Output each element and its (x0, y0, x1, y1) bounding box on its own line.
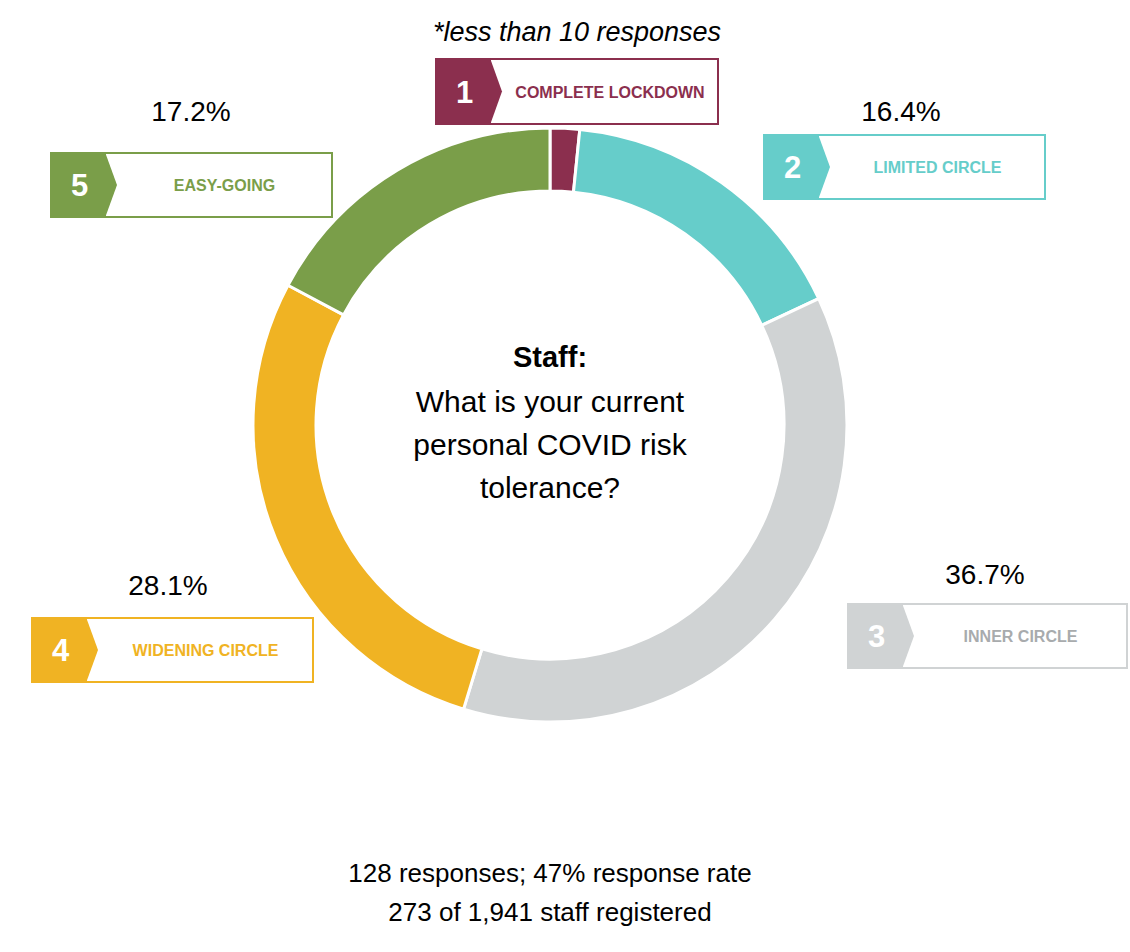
label-outline (490, 59, 718, 124)
label-outline (818, 135, 1045, 199)
subtitle-line: personal COVID risk (413, 428, 687, 461)
subtitle-line: What is your current (416, 385, 685, 418)
label-chevron (847, 603, 914, 669)
label-chevron (50, 152, 117, 218)
chart: Staff: What is your current personal COVID… (0, 0, 1130, 952)
label-outline (105, 153, 332, 217)
label-outline (86, 618, 313, 682)
label-chevron (763, 134, 830, 200)
data-label: 28.1% (128, 570, 207, 601)
label-number: 3 (868, 619, 885, 654)
label-number: 4 (52, 633, 70, 668)
subtitle-line: tolerance? (480, 471, 620, 504)
category-label: COMPLETE LOCKDOWN (515, 84, 704, 101)
footnote: 273 of 1,941 staff registered (388, 897, 711, 927)
label-box: 5 EASY-GOING (50, 152, 332, 218)
category-label: LIMITED CIRCLE (874, 159, 1002, 176)
footnote: 128 responses; 47% response rate (348, 858, 751, 888)
label-box: 3 INNER CIRCLE (847, 603, 1127, 669)
label-box: 2 LIMITED CIRCLE (763, 134, 1045, 200)
data-label: 17.2% (151, 96, 230, 127)
label-chevron (31, 617, 98, 683)
slices (253, 128, 847, 722)
label-chevron (435, 58, 502, 125)
label-number: 1 (456, 75, 473, 110)
category-label: INNER CIRCLE (964, 628, 1078, 645)
slice (464, 299, 847, 722)
category-label: WIDENING CIRCLE (133, 642, 279, 659)
label-outline (902, 604, 1127, 668)
annotation: *less than 10 responses (433, 17, 721, 47)
label-number: 5 (71, 168, 88, 203)
category-label: EASY-GOING (174, 177, 275, 194)
label-number: 2 (784, 150, 801, 185)
label-box: 4 WIDENING CIRCLE (31, 617, 313, 683)
title: Staff: (513, 341, 587, 373)
data-label: 16.4% (861, 96, 940, 127)
data-label: 36.7% (945, 559, 1024, 590)
label-box: 1 COMPLETE LOCKDOWN (435, 58, 718, 125)
